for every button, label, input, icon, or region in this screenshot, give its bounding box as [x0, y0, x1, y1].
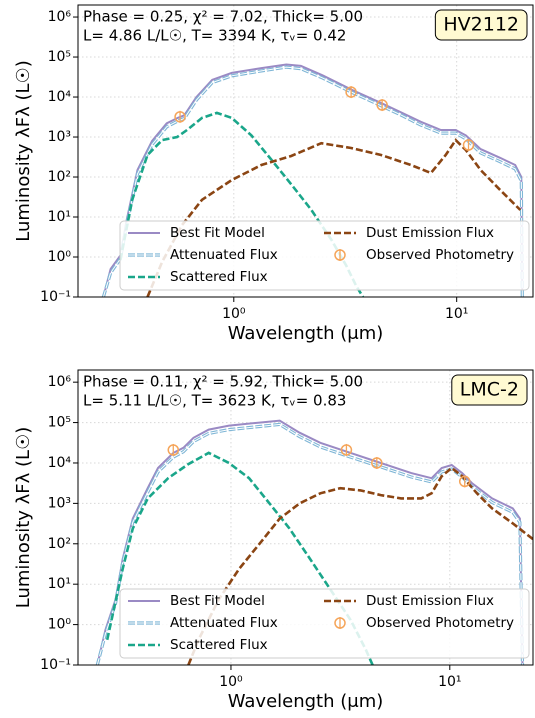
panel: 10⁻¹ 10⁰ 10¹ 10² 10³ 10⁴ 10⁵ 10⁶ 10⁰ 10¹ Phase = 0…: [13, 4, 534, 344]
fit-annotation: L= 4.86 L/L☉, T= 3394 K, τᵥ= 0.42: [83, 27, 346, 45]
x-tick-label: 10¹: [438, 674, 461, 690]
plot-area: [95, 419, 533, 665]
star-label: LMC-2: [460, 379, 519, 401]
y-tick-label: 10¹: [48, 209, 71, 225]
plot-area: [101, 63, 524, 297]
fit-annotation: Phase = 0.11, χ² = 5.92, Thick= 5.00: [83, 373, 363, 391]
legend-label: Attenuated Flux: [170, 615, 278, 631]
photometry-point: [371, 457, 383, 469]
y-tick-label: 10⁵: [48, 415, 71, 431]
label-box: [434, 9, 528, 41]
y-tick-label: 10⁵: [48, 49, 71, 65]
legend-label: Attenuated Flux: [170, 247, 278, 263]
legend-label: Best Fit Model: [170, 225, 265, 241]
legend-box: [119, 220, 530, 291]
y-axis-label: Luminosity λFλ (L☉): [13, 427, 34, 608]
series-line: [96, 419, 524, 665]
x-tick-label: 10⁰: [219, 674, 243, 690]
photometry-point: [462, 139, 475, 151]
panel: 10⁻¹ 10⁰ 10¹ 10² 10³ 10⁴ 10⁵ 10⁶ 10⁰ 10¹ Phase = 0…: [13, 369, 534, 712]
series-line-inner: [96, 423, 523, 665]
photometry-point: [376, 99, 388, 111]
x-tick-label: 10⁰: [222, 306, 246, 322]
series-line: [187, 466, 533, 665]
y-tick-label: 10⁶: [48, 9, 72, 25]
y-tick-label: 10²: [48, 169, 71, 185]
y-tick-label: 10⁴: [48, 455, 72, 471]
axes-frame: [77, 4, 534, 298]
axes-frame: [77, 369, 534, 666]
star-label: HV2112: [443, 14, 519, 36]
fit-annotation: Phase = 0.25, χ² = 7.02, Thick= 5.00: [83, 8, 363, 26]
y-axis-label: Luminosity λFλ (L☉): [13, 60, 34, 241]
photometry-point: [458, 475, 471, 488]
x-axis-label: Wavelength (μm): [228, 691, 384, 712]
x-tick-label: 10¹: [445, 306, 468, 322]
legend-label: Observed Photometry: [366, 615, 514, 631]
y-tick-label: 10⁻¹: [40, 657, 71, 673]
legend-label: Scattered Flux: [170, 269, 268, 285]
y-tick-label: 10⁰: [48, 617, 72, 633]
legend-label: Best Fit Model: [170, 593, 265, 609]
photometry-point: [340, 444, 353, 456]
y-tick-label: 10⁶: [48, 374, 72, 390]
photometry-point: [174, 111, 186, 123]
legend-label: Dust Emission Flux: [366, 593, 494, 609]
y-tick-label: 10⁴: [48, 89, 72, 105]
y-tick-label: 10⁻¹: [40, 289, 71, 305]
y-tick-label: 10³: [48, 129, 71, 145]
series-line: [105, 451, 374, 665]
x-axis-label: Wavelength (μm): [228, 323, 384, 344]
legend-label: Dust Emission Flux: [366, 225, 494, 241]
y-tick-label: 10³: [48, 495, 71, 511]
legend-label: Scattered Flux: [170, 637, 268, 653]
photometry-point: [167, 444, 180, 456]
fit-annotation: L= 5.11 L/L☉, T= 3623 K, τᵥ= 0.83: [83, 392, 346, 410]
label-box: [451, 374, 528, 406]
legend-label: Observed Photometry: [366, 247, 514, 263]
y-tick-label: 10⁰: [48, 249, 72, 265]
series-line: [146, 138, 522, 297]
legend-box: [119, 588, 530, 659]
y-tick-label: 10²: [48, 536, 71, 552]
y-tick-label: 10¹: [48, 576, 71, 592]
photometry-point: [345, 86, 357, 98]
